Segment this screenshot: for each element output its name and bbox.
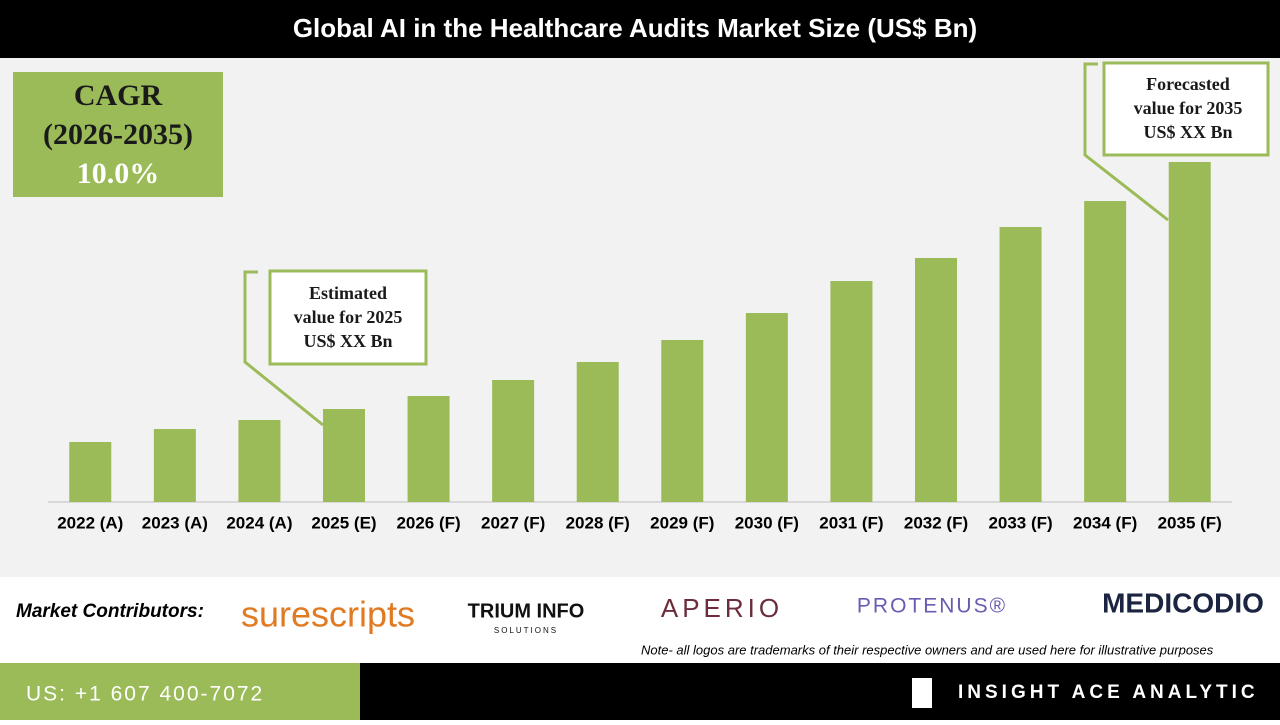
callout-line [243,270,324,427]
annotation-text: Forecasted [1146,74,1230,94]
bar [407,396,450,502]
bar [238,420,281,502]
logo: TRIUM INFO [468,600,585,622]
cagr-period: (2026-2035) [43,118,193,151]
chart-title: Global AI in the Healthcare Audits Marke… [293,13,977,43]
x-tick-label: 2034 (F) [1073,513,1137,532]
x-tick-label: 2022 (A) [57,513,123,532]
brand: INSIGHT ACE ANALYTIC [958,682,1259,703]
annotation-text: US$ XX Bn [1143,122,1232,142]
note: Note- all logos are trademarks of their … [641,642,1214,657]
phone-band [0,663,360,720]
annotation-text: value for 2035 [1134,98,1243,118]
annotation-text: value for 2025 [294,307,403,327]
bar [492,380,535,502]
bar [915,258,957,502]
logo: MEDICODIO [1102,587,1264,618]
annotation-box [268,269,428,366]
bar [830,281,873,502]
annotation-text: US$ XX Bn [303,331,392,351]
bar [69,442,112,502]
cagr-value: 10.0% [77,157,160,190]
annotation-box [1102,61,1270,157]
x-tick-label: 2027 (F) [481,513,545,532]
x-tick-label: 2025 (E) [311,513,376,532]
x-tick-label: 2029 (F) [650,513,714,532]
bar [323,409,365,502]
callout-line [1083,62,1169,222]
logo: APERIO [661,593,783,623]
logo: surescripts [241,594,415,635]
bar [745,313,788,502]
bar [661,340,704,502]
brand-icon [912,678,932,708]
cagr-box [13,72,223,197]
x-tick-label: 2028 (F) [566,513,630,532]
contributors-label: Market Contributors: [16,601,204,622]
annotation-text: Estimated [309,283,387,303]
bar [999,227,1042,502]
title-bar [0,0,1280,58]
logo: PROTENUS® [857,595,1007,618]
bar [1168,162,1211,502]
x-tick-label: 2023 (A) [142,513,208,532]
x-tick-label: 2026 (F) [396,513,460,532]
logo: SOLUTIONS [494,626,558,635]
x-tick-label: 2035 (F) [1158,513,1222,532]
brand-band [360,663,1280,720]
cagr-label: CAGR [74,79,163,112]
x-tick-label: 2024 (A) [226,513,292,532]
x-tick-label: 2032 (F) [904,513,968,532]
x-tick-label: 2031 (F) [819,513,883,532]
x-tick-label: 2033 (F) [988,513,1052,532]
bar [153,429,196,502]
x-tick-label: 2030 (F) [735,513,799,532]
bar [576,362,619,502]
bar [1084,201,1127,502]
phone: US: +1 607 400-7072 [26,683,264,706]
contributors-band [0,577,1280,663]
